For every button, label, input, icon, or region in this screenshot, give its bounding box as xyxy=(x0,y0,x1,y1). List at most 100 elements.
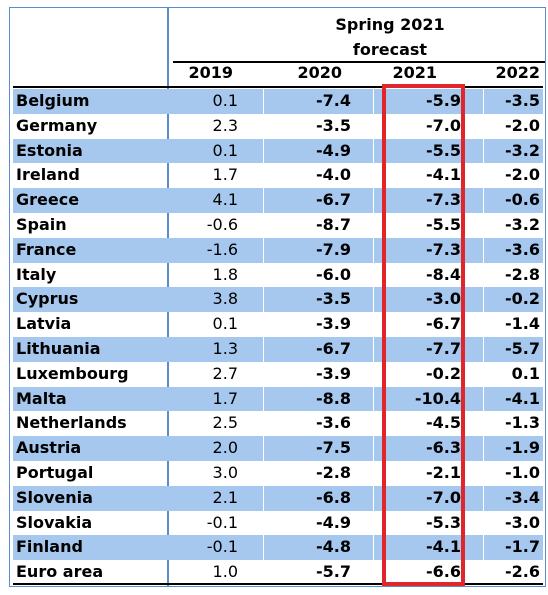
table-row: Lithuania 1.3 -6.7 -7.7 -5.7 xyxy=(13,337,543,362)
value-2020: -8.8 xyxy=(316,388,351,408)
value-2021: -3.0 xyxy=(426,289,461,309)
value-2019: 0.1 xyxy=(212,91,238,110)
country-name: France xyxy=(16,239,77,259)
country-name: Euro area xyxy=(16,562,104,582)
value-2022: -1.3 xyxy=(505,413,540,433)
table-row: Latvia 0.1 -3.9 -6.7 -1.4 xyxy=(13,312,543,337)
value-2019: 2.7 xyxy=(212,363,238,383)
value-2022: -4.1 xyxy=(505,388,540,408)
table-row: Portugal 3.0 -2.8 -2.1 -1.0 xyxy=(13,461,543,486)
country-name: Spain xyxy=(16,215,67,234)
row-shade xyxy=(13,287,543,313)
country-name: Latvia xyxy=(16,314,72,334)
value-2021: -5.5 xyxy=(426,140,461,160)
value-2021: -10.4 xyxy=(414,388,461,408)
value-2020: -6.7 xyxy=(316,339,351,358)
value-2021: -7.0 xyxy=(426,487,461,507)
value-2020: -3.6 xyxy=(316,413,351,433)
value-2019: -0.1 xyxy=(206,537,238,557)
value-2022: -0.2 xyxy=(505,289,540,309)
row-shade xyxy=(13,188,543,213)
country-name: Portugal xyxy=(16,463,94,482)
value-2020: -4.0 xyxy=(316,165,351,185)
value-2022: -2.0 xyxy=(505,165,540,185)
value-2020: -8.7 xyxy=(316,215,351,234)
header-rule xyxy=(173,61,545,63)
country-name: Estonia xyxy=(16,140,83,160)
value-2019: 1.7 xyxy=(212,388,238,408)
table-row: Spain -0.6 -8.7 -5.5 -3.2 xyxy=(13,213,543,238)
value-2021: -0.2 xyxy=(426,363,461,383)
value-2022: -0.6 xyxy=(505,190,540,210)
row-shade xyxy=(13,138,543,164)
value-2019: 1.7 xyxy=(212,165,238,185)
row-shade xyxy=(13,436,543,461)
table-row: Cyprus 3.8 -3.5 -3.0 -0.2 xyxy=(13,287,543,313)
table-row: Slovenia 2.1 -6.8 -7.0 -3.4 xyxy=(13,485,543,511)
row-shade xyxy=(13,485,543,511)
country-name: Austria xyxy=(16,438,82,458)
forecast-title-line1: Spring 2021 xyxy=(335,15,445,34)
value-2019: 3.0 xyxy=(212,463,238,482)
country-name: Italy xyxy=(16,264,57,284)
table-row: Euro area 1.0 -5.7 -6.6 -2.6 xyxy=(13,560,543,585)
value-2020: -4.9 xyxy=(316,512,351,532)
value-2021: -5.3 xyxy=(426,512,461,532)
table-row: Germany 2.3 -3.5 -7.0 -2.0 xyxy=(13,114,543,139)
value-2020: -6.7 xyxy=(316,190,351,210)
row-shade xyxy=(13,337,543,362)
country-name: Ireland xyxy=(16,165,80,185)
value-2022: -2.0 xyxy=(505,115,540,135)
table-row: Belgium 0.1 -7.4 -5.9 -3.5 xyxy=(13,89,543,114)
country-name: Slovakia xyxy=(16,512,93,532)
forecast-title-line2: forecast xyxy=(352,40,428,59)
country-name: Slovenia xyxy=(16,487,93,507)
value-2021: -8.4 xyxy=(426,264,461,284)
column-separator xyxy=(263,89,264,585)
value-2019: -0.6 xyxy=(206,215,238,234)
country-name: Belgium xyxy=(16,91,90,110)
value-2020: -7.5 xyxy=(316,438,351,458)
value-2019: -0.1 xyxy=(206,512,238,532)
value-2020: -4.9 xyxy=(316,140,351,160)
value-2019: 1.0 xyxy=(212,562,238,582)
value-2020: -3.5 xyxy=(316,115,351,135)
value-2022: -5.7 xyxy=(505,339,540,358)
column-header-2019: 2019 xyxy=(188,63,233,82)
forecast-title: Spring 2021 forecast xyxy=(330,12,450,62)
table-row: France -1.6 -7.9 -7.3 -3.6 xyxy=(13,237,543,263)
value-2021: -5.5 xyxy=(426,215,461,234)
value-2021: -7.0 xyxy=(426,115,461,135)
value-2019: 2.3 xyxy=(212,115,238,135)
table-row: Netherlands 2.5 -3.6 -4.5 -1.3 xyxy=(13,411,543,436)
value-2021: -6.3 xyxy=(426,438,461,458)
value-2020: -3.9 xyxy=(316,314,351,334)
column-header-2022: 2022 xyxy=(495,63,540,82)
value-2022: 0.1 xyxy=(511,363,540,383)
value-2021: -7.3 xyxy=(426,239,461,259)
value-2020: -7.9 xyxy=(316,239,351,259)
table-row: Italy 1.8 -6.0 -8.4 -2.8 xyxy=(13,263,543,288)
value-2019: 0.1 xyxy=(212,140,238,160)
table-row: Estonia 0.1 -4.9 -5.5 -3.2 xyxy=(13,138,543,164)
value-2020: -2.8 xyxy=(316,463,351,482)
column-separator xyxy=(483,89,484,585)
table-row: Luxembourg 2.7 -3.9 -0.2 0.1 xyxy=(13,362,543,387)
row-shade xyxy=(13,89,543,114)
value-2022: -3.2 xyxy=(505,215,540,234)
value-2021: -2.1 xyxy=(426,463,461,482)
value-2020: -6.0 xyxy=(316,264,351,284)
value-2019: 2.1 xyxy=(212,487,238,507)
country-name: Netherlands xyxy=(16,413,127,433)
row-shade xyxy=(13,386,543,412)
value-2021: -6.7 xyxy=(426,314,461,334)
value-2022: -3.4 xyxy=(505,487,540,507)
country-name: Luxembourg xyxy=(16,363,129,383)
country-name: Finland xyxy=(16,537,83,557)
value-2021: -4.1 xyxy=(426,165,461,185)
value-2019: 0.1 xyxy=(212,314,238,334)
value-2019: 1.3 xyxy=(212,339,238,358)
value-2021: -7.7 xyxy=(426,339,461,358)
value-2022: -3.0 xyxy=(505,512,540,532)
table-row: Austria 2.0 -7.5 -6.3 -1.9 xyxy=(13,436,543,461)
